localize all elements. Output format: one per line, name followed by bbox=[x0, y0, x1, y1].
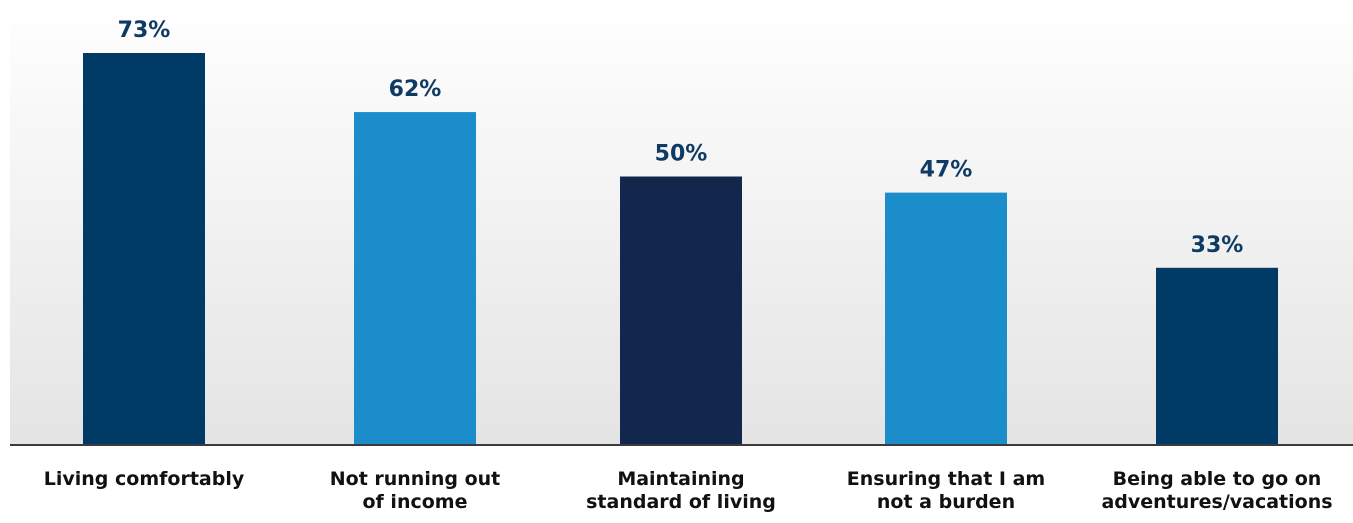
value-label-4: 47% bbox=[920, 158, 973, 183]
value-label-3: 50% bbox=[655, 142, 708, 167]
category-label-3-line-1: Maintaining bbox=[617, 468, 744, 490]
bar-4 bbox=[885, 192, 1007, 445]
bar-5 bbox=[1156, 267, 1278, 445]
category-label-3-line-2: standard of living bbox=[586, 491, 776, 513]
category-label-5-line-1: Being able to go on bbox=[1113, 468, 1322, 490]
bars-layer bbox=[83, 53, 1278, 446]
bar-3 bbox=[620, 176, 742, 446]
category-label-4-line-2: not a burden bbox=[877, 491, 1015, 513]
category-label-1-line-1: Living comfortably bbox=[44, 468, 245, 490]
value-label-2: 62% bbox=[389, 77, 442, 102]
category-label-2-line-2: of income bbox=[363, 491, 468, 513]
category-label-2-line-1: Not running out bbox=[330, 468, 501, 490]
category-label-5-line-2: adventures/vacations bbox=[1101, 491, 1332, 513]
category-label-4-line-1: Ensuring that I am bbox=[847, 468, 1045, 490]
value-labels-layer: 73% 62% 50% 47% 33% bbox=[118, 18, 1244, 258]
bar-1 bbox=[83, 53, 205, 445]
value-label-1: 73% bbox=[118, 18, 171, 43]
bar-2 bbox=[354, 112, 476, 446]
value-label-5: 33% bbox=[1191, 233, 1244, 258]
